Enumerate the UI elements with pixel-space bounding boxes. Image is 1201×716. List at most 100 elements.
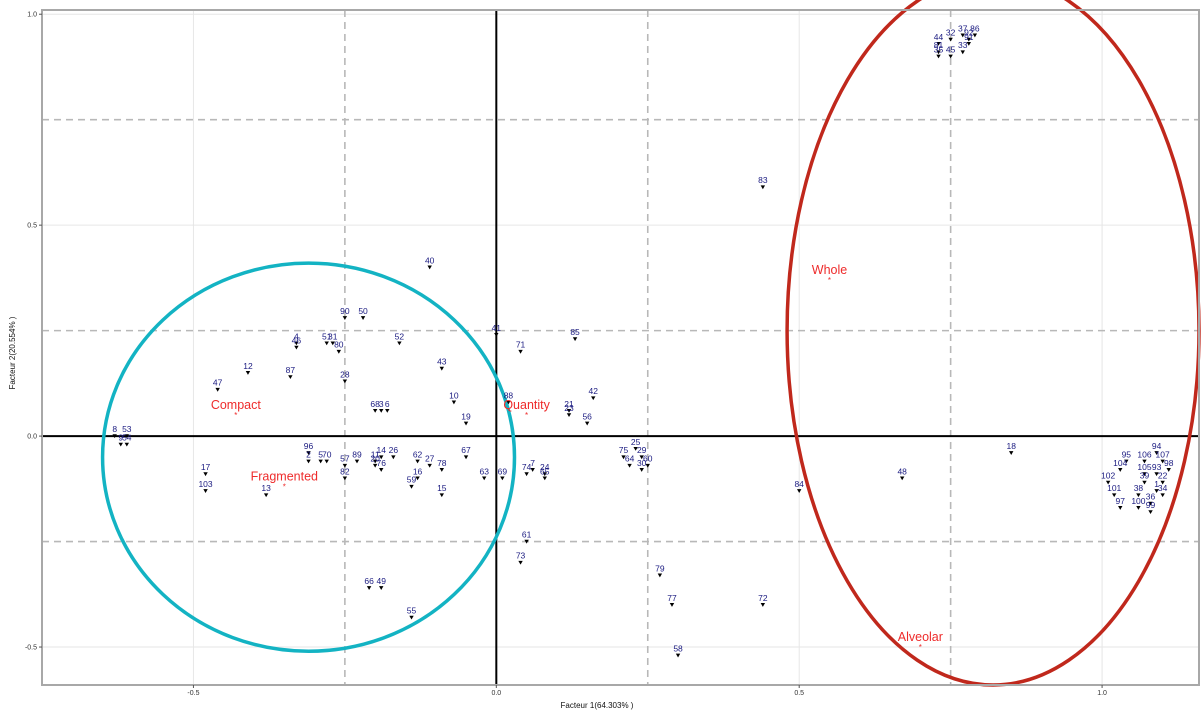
data-point	[112, 434, 117, 439]
data-point	[639, 455, 644, 460]
data-point	[324, 341, 329, 346]
y-tick-label: 0.0	[27, 434, 37, 441]
point-label: 107	[1156, 449, 1170, 459]
point-label: 68	[370, 399, 380, 409]
data-point	[506, 400, 511, 405]
data-point	[591, 396, 596, 401]
point-label: 57	[340, 454, 350, 464]
data-point	[966, 37, 972, 42]
point-label: 91	[964, 32, 974, 42]
data-point	[899, 476, 905, 481]
point-label: 79	[655, 563, 665, 573]
variable-label: Fragmented	[251, 470, 318, 484]
data-point	[524, 539, 529, 544]
data-point	[645, 463, 650, 468]
data-point	[1154, 489, 1159, 493]
point-label: 64	[625, 454, 635, 464]
data-point	[342, 463, 348, 468]
point-label: 98	[1164, 458, 1174, 468]
data-point	[1148, 510, 1153, 515]
data-point	[391, 455, 396, 460]
point-label: 38	[1134, 483, 1144, 493]
point-label: 100	[1131, 496, 1145, 506]
data-point	[494, 333, 499, 337]
point-label: 24	[540, 462, 550, 472]
point-label: 69	[498, 466, 508, 476]
point-label: 78	[437, 458, 447, 468]
data-point	[1166, 468, 1171, 472]
point-label: 61	[522, 530, 532, 540]
point-label: 30	[637, 458, 647, 468]
point-label: 12	[243, 361, 253, 371]
point-label: 76	[376, 458, 386, 468]
variable-marker: *	[283, 483, 286, 492]
point-label: 86	[970, 23, 980, 33]
cyan-group-ellipse	[100, 261, 517, 653]
data-point	[966, 41, 972, 46]
data-point	[627, 463, 632, 468]
variable-marker: *	[234, 411, 237, 420]
point-label: 45	[946, 44, 956, 54]
data-point	[566, 408, 572, 413]
data-point	[245, 371, 251, 375]
point-label: 70	[322, 449, 332, 459]
data-point	[482, 476, 487, 481]
point-label: 22	[1158, 471, 1168, 481]
data-point	[621, 455, 626, 460]
point-label: 65	[540, 466, 550, 476]
data-point	[379, 455, 384, 460]
data-point	[215, 387, 220, 392]
point-label: 51	[322, 331, 332, 341]
x-tick-label: 0.5	[794, 690, 804, 697]
data-point	[203, 489, 208, 493]
data-point	[566, 413, 572, 417]
point-label: 32	[946, 28, 956, 38]
data-point	[1160, 493, 1165, 498]
data-point	[675, 653, 681, 658]
variable-label: Quantity	[503, 398, 550, 412]
data-point	[1111, 493, 1117, 498]
data-point	[318, 459, 323, 464]
data-point	[118, 442, 123, 447]
data-point	[1154, 472, 1159, 477]
point-label: 8	[112, 424, 117, 434]
point-label: 92	[964, 28, 974, 38]
point-label: 74	[522, 462, 532, 472]
point-label: 5	[318, 449, 323, 459]
point-label: 25	[631, 437, 641, 447]
point-label: 67	[461, 445, 471, 455]
point-label: 66	[364, 576, 374, 586]
point-label: 42	[589, 386, 599, 396]
data-point	[518, 560, 523, 565]
data-point	[385, 408, 390, 413]
data-point	[1124, 459, 1129, 464]
data-point	[1142, 459, 1147, 464]
data-point	[366, 586, 372, 590]
point-label: 85	[570, 327, 580, 337]
point-label: 33	[958, 40, 968, 50]
data-point	[342, 476, 348, 481]
point-label: 13	[261, 483, 271, 493]
variable-markers: *Compact*Fragmented*Quantity*Whole*Alveo…	[211, 263, 943, 652]
data-point	[530, 468, 535, 472]
point-label: 40	[425, 255, 435, 265]
variable-label: Alveolar	[898, 630, 943, 644]
data-point	[1105, 480, 1111, 485]
point-label: 3	[379, 399, 384, 409]
data-point	[1154, 451, 1159, 455]
point-label: 73	[516, 551, 526, 561]
data-point	[1160, 480, 1165, 485]
point-label: 55	[407, 606, 417, 616]
data-point	[379, 408, 384, 413]
data-point	[439, 493, 445, 498]
point-labels: 1234567891011121314151617181920212223242…	[112, 23, 1173, 653]
point-label: 83	[758, 175, 768, 185]
point-label: 21	[564, 399, 574, 409]
point-label: 39	[1140, 471, 1150, 481]
data-point	[124, 442, 130, 447]
data-point	[572, 337, 578, 342]
data-point	[379, 468, 384, 472]
data-point	[306, 451, 311, 455]
point-label: 96	[304, 441, 314, 451]
